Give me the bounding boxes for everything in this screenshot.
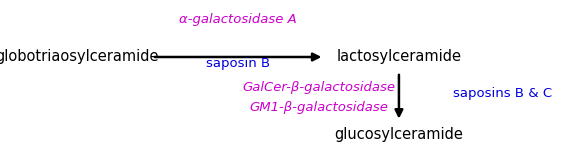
Text: GM1-β-galactosidase: GM1-β-galactosidase [249,102,388,114]
Text: GalCer-β-galactosidase: GalCer-β-galactosidase [242,81,395,93]
Text: glucosylceramide: glucosylceramide [335,128,463,142]
Text: globotriaosylceramide: globotriaosylceramide [0,50,159,64]
Text: saposins B & C: saposins B & C [453,87,552,99]
Text: saposin B: saposin B [206,57,270,69]
Text: lactosylceramide: lactosylceramide [336,50,461,64]
Text: α-galactosidase A: α-galactosidase A [179,13,297,26]
